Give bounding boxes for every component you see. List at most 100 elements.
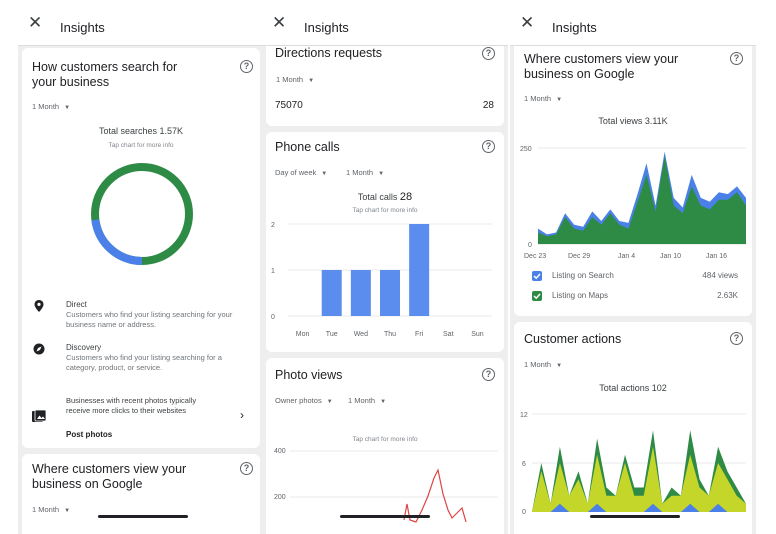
range-dropdown[interactable]: 1 Month ▼: [346, 168, 384, 177]
area-series-yellow: [532, 446, 746, 512]
range-dropdown[interactable]: 1 Month ▼: [32, 505, 70, 514]
top-app-bar: ✕ Insights: [262, 0, 508, 46]
legend-label: Listing on Maps: [552, 291, 609, 300]
y-tick-label: 0: [271, 314, 275, 321]
range-label: 1 Month: [348, 396, 376, 405]
card-title: How customers search for your business: [32, 60, 178, 89]
bar-tue[interactable]: [321, 270, 342, 316]
x-tick-label: Dec 29: [568, 253, 590, 260]
help-icon[interactable]: ?: [240, 462, 253, 475]
panel-views-insights: ✕ Insights Where customers view your bus…: [510, 0, 756, 534]
x-tick-label: Jan 16: [706, 253, 727, 260]
help-icon[interactable]: ?: [482, 368, 495, 381]
location-pin-icon: [34, 300, 44, 312]
checkbox-checked-icon[interactable]: [532, 291, 542, 301]
total-searches: Total searches 1.57K: [98, 126, 184, 136]
legend-listing-on-search[interactable]: Listing on Search 484 views: [532, 271, 738, 283]
range-dropdown[interactable]: 1 Month ▼: [524, 360, 562, 369]
bar-wed[interactable]: [350, 270, 371, 316]
view-card: Where customers view your business on Go…: [514, 46, 752, 316]
total-calls-label: Total calls: [357, 192, 398, 202]
range-label: Owner photos: [275, 396, 322, 405]
phone-calls-bar-chart[interactable]: 2 1 0 Mon Tue Wed Thu Fri Sat Sun: [266, 216, 504, 346]
compass-icon: [33, 343, 45, 355]
chart-hint: Tap chart for more info: [352, 436, 418, 443]
chevron-down-icon: ▼: [64, 508, 71, 514]
range-dropdown[interactable]: 1 Month ▼: [276, 75, 314, 84]
area-series-blue: [532, 503, 746, 512]
x-tick-label: Tue: [326, 331, 338, 338]
search-donut-chart[interactable]: [86, 158, 198, 270]
app-bar-title: Insights: [552, 20, 597, 35]
card-title: Where customers view your business on Go…: [32, 462, 187, 491]
directions-card: Directions requests ? 1 Month ▼ 75070 28: [266, 46, 504, 126]
chevron-right-icon[interactable]: ›: [240, 408, 244, 422]
close-icon[interactable]: ✕: [520, 13, 535, 32]
views-area-chart[interactable]: 250 0 Dec 23 Dec 29 Jan 4 Jan 10 Jan 16: [514, 138, 752, 266]
customer-actions-card: Customer actions ? 1 Month ▼ Total action…: [514, 322, 752, 534]
close-icon[interactable]: ✕: [272, 13, 287, 32]
directions-count: 28: [482, 100, 494, 111]
close-icon[interactable]: ✕: [28, 13, 43, 32]
help-icon[interactable]: ?: [240, 60, 253, 73]
range-dropdown[interactable]: 1 Month ▼: [524, 94, 562, 103]
range-label: 1 Month: [32, 102, 60, 111]
promo-text: Businesses with recent photos typically …: [66, 396, 197, 415]
top-app-bar: ✕ Insights: [18, 0, 264, 46]
home-indicator: [590, 515, 680, 518]
chevron-down-icon: ▼: [326, 399, 333, 405]
direct-title: Direct: [66, 300, 87, 309]
area-series-maps: [538, 155, 746, 244]
legend-value: 2.63K: [717, 291, 738, 300]
legend-label: Listing on Search: [552, 271, 614, 280]
view-card: Where customers view your business on Go…: [22, 454, 260, 534]
total-calls: Total calls 28: [266, 191, 504, 203]
x-tick-label: Sat: [443, 331, 454, 338]
y-tick-label: 400: [274, 448, 286, 455]
x-tick-label: Wed: [354, 331, 368, 338]
checkbox-checked-icon[interactable]: [532, 271, 542, 281]
card-title: Where customers view your business on Go…: [524, 52, 679, 81]
x-tick-label: Jan 4: [618, 253, 635, 260]
help-icon[interactable]: ?: [730, 332, 743, 345]
x-tick-label: Jan 10: [660, 253, 681, 260]
help-icon[interactable]: ?: [730, 52, 743, 65]
help-icon[interactable]: ?: [482, 47, 495, 60]
legend-listing-on-maps[interactable]: Listing on Maps 2.63K: [532, 291, 738, 303]
chevron-down-icon: ▼: [556, 97, 563, 103]
chevron-down-icon: ▼: [378, 171, 385, 177]
range-dropdown[interactable]: 1 Month ▼: [32, 102, 70, 111]
y-tick-label: 6: [522, 461, 526, 468]
help-icon[interactable]: ?: [482, 140, 495, 153]
x-tick-label: Fri: [415, 331, 424, 338]
app-bar-title: Insights: [60, 20, 105, 35]
range-label: Day of week: [275, 168, 317, 177]
photo-views-chart[interactable]: 400 200: [266, 442, 504, 534]
range-dropdown[interactable]: 1 Month ▼: [348, 396, 386, 405]
total-views: Total views 3.11K: [598, 116, 668, 126]
card-title: Customer actions: [524, 332, 622, 346]
x-tick-label: Thu: [384, 331, 396, 338]
panel-search-insights: ✕ Insights How customers search for your…: [18, 0, 264, 534]
x-tick-label: Sun: [471, 331, 484, 338]
chevron-down-icon: ▼: [380, 399, 387, 405]
bar-thu[interactable]: [380, 270, 400, 316]
owner-photos-dropdown[interactable]: Owner photos ▼: [275, 396, 333, 405]
post-photos-link[interactable]: Post photos: [66, 430, 113, 439]
bar-fri[interactable]: [409, 224, 430, 316]
chevron-down-icon: ▼: [321, 171, 328, 177]
chevron-down-icon: ▼: [556, 363, 563, 369]
y-tick-label: 0: [522, 509, 526, 514]
chart-hint: Tap chart for more info: [352, 207, 418, 214]
range-label: 1 Month: [346, 168, 374, 177]
chevron-down-icon: ▼: [308, 78, 315, 84]
actions-area-chart[interactable]: 12 6 0: [514, 404, 752, 514]
home-indicator: [98, 515, 188, 518]
range-label: 1 Month: [276, 75, 304, 84]
app-bar-title: Insights: [304, 20, 349, 35]
range-label: 1 Month: [32, 505, 60, 514]
card-title: Phone calls: [275, 140, 340, 154]
search-card: How customers search for your business ?…: [22, 48, 260, 448]
day-of-week-dropdown[interactable]: Day of week ▼: [275, 168, 327, 177]
donut-direct-segment: [91, 219, 143, 265]
